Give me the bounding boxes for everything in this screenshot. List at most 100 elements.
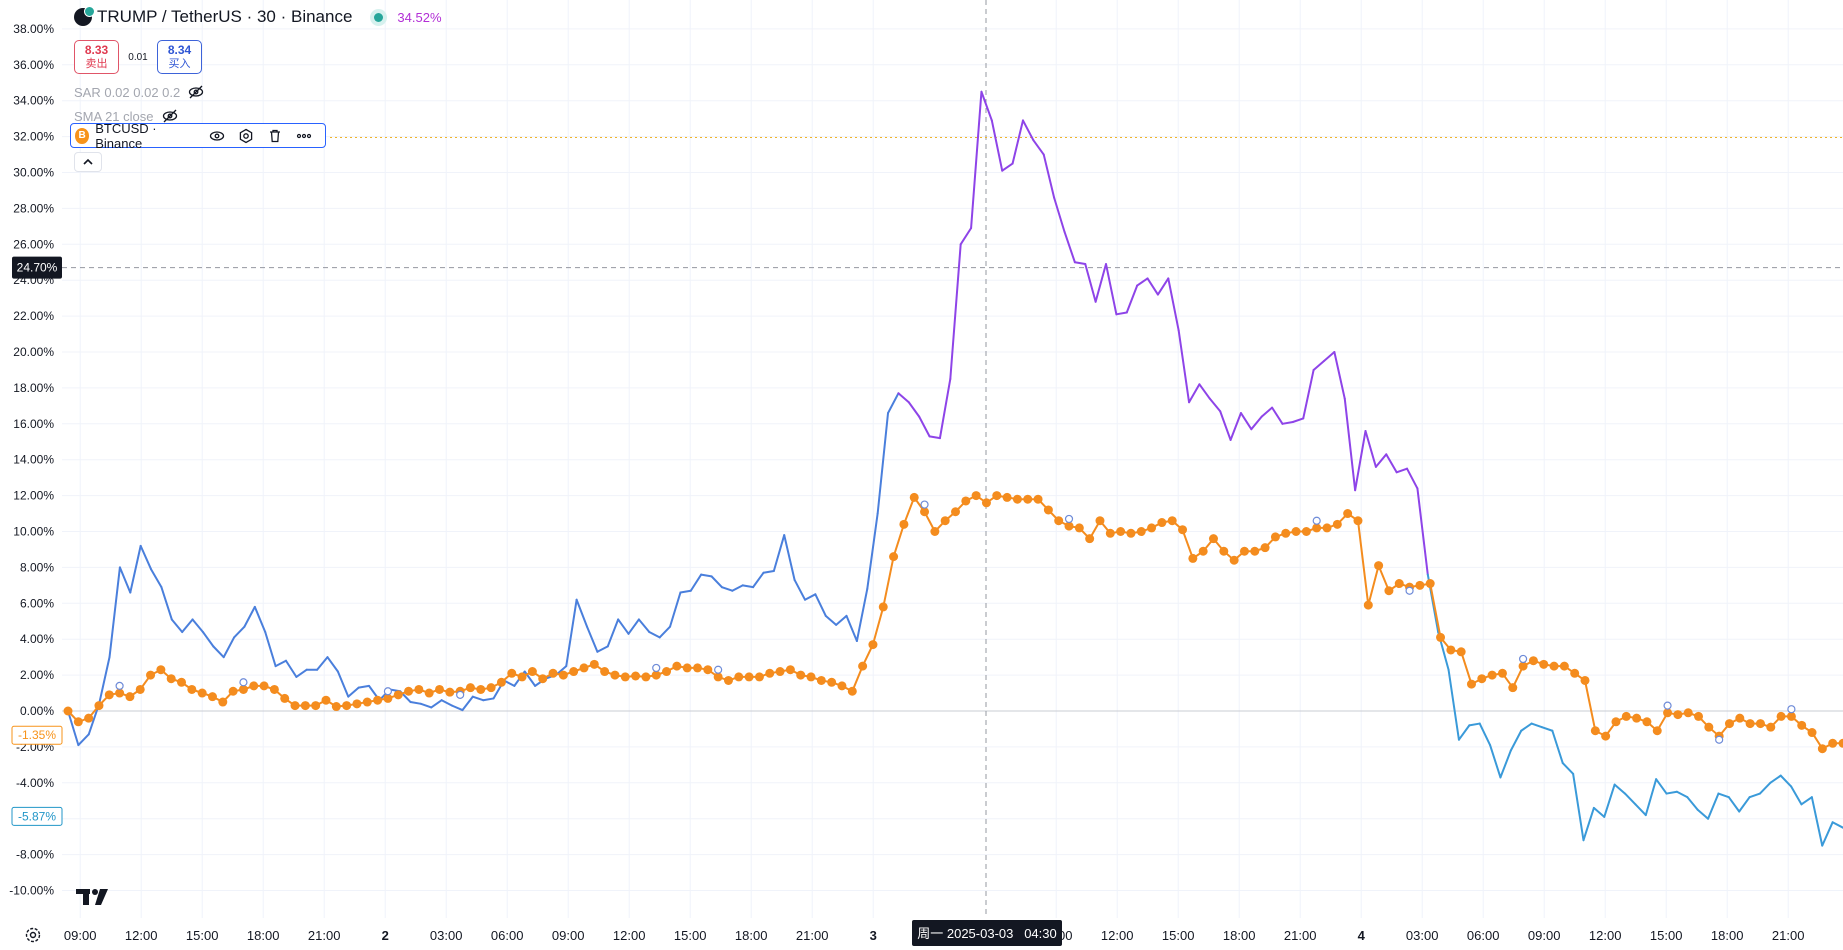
trump-line-segment	[990, 119, 1004, 172]
btcusd-point	[207, 692, 217, 702]
trump-line-segment	[1312, 359, 1325, 371]
sell-button[interactable]: 8.33 卖出	[74, 40, 119, 74]
trump-line-segment	[1727, 796, 1741, 813]
indicator-sma[interactable]: SMA 21 close	[74, 104, 442, 128]
btcusd-point	[1384, 586, 1394, 596]
trump-line-segment	[1250, 415, 1263, 431]
btcusd-point	[1446, 645, 1456, 655]
trump-line-segment	[118, 566, 132, 594]
btcusd-point	[1374, 561, 1384, 571]
btcusd-point	[765, 668, 775, 678]
time-axis-label: 12:00	[125, 928, 158, 943]
trump-line-segment	[419, 702, 433, 709]
trump-line-segment	[1063, 230, 1076, 264]
btcusd-point	[424, 688, 434, 698]
trump-line-segment	[1115, 311, 1128, 316]
time-axis-label: 06:00	[1467, 928, 1500, 943]
btcusd-point	[1043, 505, 1053, 515]
change-percent: 34.52%	[397, 9, 442, 25]
btcusd-point	[1147, 523, 1157, 533]
trade-buttons: 8.33 卖出 0.01 8.34 买入	[74, 40, 442, 74]
trump-line-segment	[814, 593, 827, 617]
time-axis-label: 15:00	[1162, 928, 1195, 943]
btcusd-point	[1054, 516, 1064, 526]
btcusd-point	[1652, 726, 1662, 736]
btcusd-point	[197, 688, 207, 698]
btcusd-point	[1415, 580, 1425, 590]
trump-line-segment	[1696, 808, 1710, 820]
btcusd-point	[662, 667, 672, 677]
time-axis-label: 18:00	[735, 928, 768, 943]
trump-line-segment	[606, 618, 620, 648]
collapse-legend-button[interactable]	[74, 152, 102, 172]
trump-line-segment	[866, 512, 879, 590]
tradingview-logo-icon[interactable]	[76, 887, 114, 907]
crosshair-time-label: 周一 2025-03-03 04:30	[917, 926, 1056, 941]
trump-line-segment	[1239, 412, 1253, 431]
trump-line-segment	[648, 631, 661, 639]
trash-icon[interactable]	[267, 128, 283, 144]
btcusd-point	[775, 667, 785, 677]
trump-line-segment	[741, 584, 755, 589]
eye-icon[interactable]	[209, 128, 225, 144]
trump-line-segment	[1592, 806, 1606, 818]
eye-off-icon[interactable]	[162, 108, 178, 124]
btcusd-point	[548, 668, 558, 678]
trump-line-segment	[710, 575, 723, 589]
sar-point	[1312, 516, 1321, 525]
btcusd-point	[1074, 523, 1084, 533]
time-axis-label: 09:00	[552, 928, 585, 943]
settings-icon[interactable]	[238, 128, 254, 144]
symbol-title[interactable]: TRUMP / TetherUS · 30 · Binance	[97, 7, 353, 26]
trump-line-segment	[586, 625, 599, 653]
btcusd-point	[1219, 546, 1229, 556]
more-icon[interactable]	[296, 128, 312, 144]
trump-line-segment	[1790, 785, 1803, 806]
btcusd-point	[1828, 738, 1838, 748]
btcusd-point	[620, 672, 630, 682]
btcusd-point	[1167, 516, 1177, 526]
trump-line-segment	[596, 645, 609, 653]
indicator-sma-label: SMA 21 close	[74, 108, 154, 124]
trump-line-segment	[316, 656, 329, 671]
crosshair-price-label-bg	[12, 256, 62, 279]
compare-symbol-legend[interactable]: B BTCUSD · Binance	[70, 121, 326, 151]
btcusd-point	[269, 684, 279, 694]
btcusd-point	[507, 668, 517, 678]
btcusd-point	[465, 683, 475, 693]
btcusd-point	[971, 491, 981, 501]
sar-point	[383, 687, 393, 696]
btcusd-point	[1002, 492, 1012, 502]
btcusd-point	[951, 507, 960, 517]
btcusd-point	[486, 683, 496, 693]
time-axis[interactable]: 09:00 12:00 15:00 18:00 21:00 2 03:00 06:00 09:0…	[64, 928, 1805, 943]
trump-line-segment	[1395, 467, 1409, 474]
btcusd-series-line	[63, 491, 1843, 754]
price-axis-label: 2.00%	[20, 668, 54, 682]
eye-off-icon[interactable]	[188, 84, 204, 100]
btcusd-point	[1807, 728, 1817, 738]
gear-icon[interactable]	[24, 926, 42, 944]
btcusd-point	[311, 701, 321, 711]
buy-button[interactable]: 8.34 买入	[157, 40, 202, 74]
btcusd-point	[135, 684, 145, 694]
btcusd-point	[734, 672, 744, 682]
trump-line-segment	[108, 566, 121, 659]
trump-line-segment	[1457, 724, 1471, 741]
trump-line-segment	[451, 704, 464, 712]
btcusd-point	[393, 690, 403, 700]
btcusd-point	[1466, 679, 1476, 689]
price-axis-label: 14.00%	[13, 453, 54, 467]
trump-line-segment	[170, 618, 184, 634]
trump-line-segment	[835, 614, 848, 626]
price-axis[interactable]: 38.00% 36.00% 34.00% 32.00% 30.00% 28.00% 26.0…	[9, 22, 54, 898]
btcusd-point	[868, 640, 878, 650]
time-axis-label: 09:00	[1528, 928, 1561, 943]
btcusd-point	[703, 665, 713, 675]
trump-line-segment	[1105, 263, 1118, 316]
indicator-sar[interactable]: SAR 0.02 0.02 0.2	[74, 80, 442, 104]
btcusd-point	[362, 697, 372, 707]
symbol-legend-row[interactable]: TRUMP / TetherUS · 30 · Binance 34.52%	[74, 6, 442, 28]
btcusd-point	[1322, 523, 1332, 533]
